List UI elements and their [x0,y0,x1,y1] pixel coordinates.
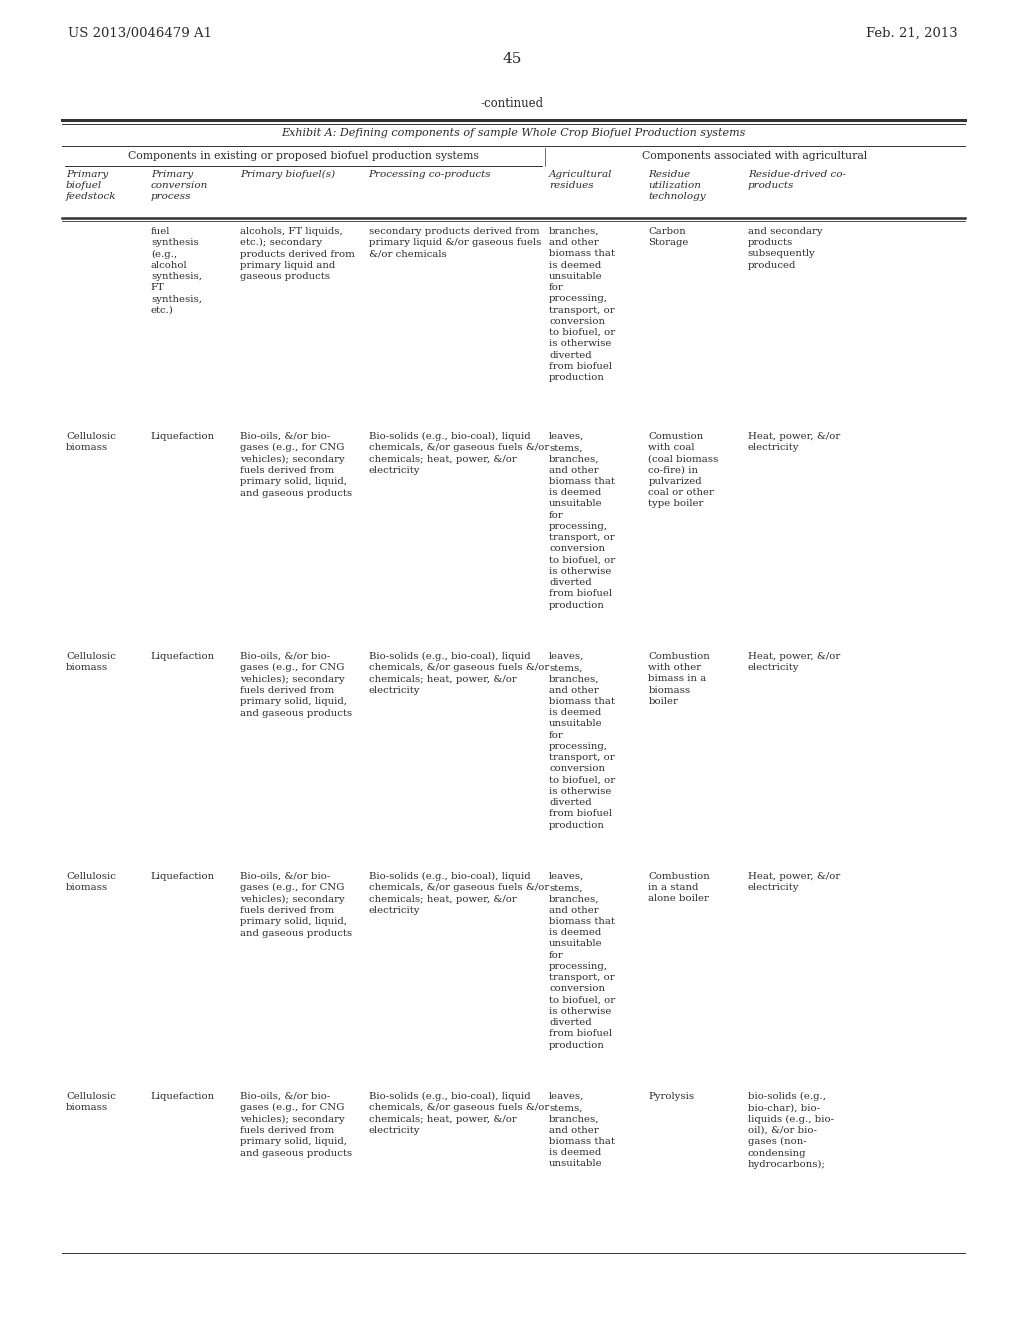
Text: Components associated with agricultural: Components associated with agricultural [642,150,867,161]
Text: Bio-oils, &/or bio-
gases (e.g., for CNG
vehicles); secondary
fuels derived from: Bio-oils, &/or bio- gases (e.g., for CNG… [241,652,352,718]
Text: -continued: -continued [480,96,544,110]
Text: Combustion
in a stand
alone boiler: Combustion in a stand alone boiler [648,873,711,903]
Text: Bio-solids (e.g., bio-coal), liquid
chemicals, &/or gaseous fuels &/or
chemicals: Bio-solids (e.g., bio-coal), liquid chem… [369,432,549,475]
Text: Primary biofuel(s): Primary biofuel(s) [241,170,336,180]
Text: leaves,
stems,
branches,
and other
biomass that
is deemed
unsuitable
for
process: leaves, stems, branches, and other bioma… [549,652,615,829]
Text: leaves,
stems,
branches,
and other
biomass that
is deemed
unsuitable: leaves, stems, branches, and other bioma… [549,1092,615,1168]
Text: Comustion
with coal
(coal biomass
co-fire) in
pulvarized
coal or other
type boil: Comustion with coal (coal biomass co-fir… [648,432,719,508]
Text: Cellulosic
biomass: Cellulosic biomass [66,652,116,672]
Text: Primary
biofuel
feedstock: Primary biofuel feedstock [66,170,117,201]
Text: branches,
and other
biomass that
is deemed
unsuitable
for
processing,
transport,: branches, and other biomass that is deem… [549,227,615,381]
Text: Cellulosic
biomass: Cellulosic biomass [66,1092,116,1113]
Text: Agricultural
residues: Agricultural residues [549,170,612,190]
Text: Carbon
Storage: Carbon Storage [648,227,689,247]
Text: Combustion
with other
bimass in a
biomass
boiler: Combustion with other bimass in a biomas… [648,652,711,706]
Text: Processing co-products: Processing co-products [369,170,492,180]
Text: Heat, power, &/or
electricity: Heat, power, &/or electricity [748,432,840,453]
Text: Liquefaction: Liquefaction [151,873,215,880]
Text: bio-solids (e.g.,
bio-char), bio-
liquids (e.g., bio-
oil), &/or bio-
gases (non: bio-solids (e.g., bio-char), bio- liquid… [748,1092,834,1170]
Text: alcohols, FT liquids,
etc.); secondary
products derived from
primary liquid and
: alcohols, FT liquids, etc.); secondary p… [241,227,355,281]
Text: Liquefaction: Liquefaction [151,652,215,661]
Text: Liquefaction: Liquefaction [151,1092,215,1101]
Text: Bio-solids (e.g., bio-coal), liquid
chemicals, &/or gaseous fuels &/or
chemicals: Bio-solids (e.g., bio-coal), liquid chem… [369,873,549,915]
Text: US 2013/0046479 A1: US 2013/0046479 A1 [68,26,212,40]
Text: Primary
conversion
process: Primary conversion process [151,170,208,201]
Text: Liquefaction: Liquefaction [151,432,215,441]
Text: Components in existing or proposed biofuel production systems: Components in existing or proposed biofu… [128,150,479,161]
Text: Bio-oils, &/or bio-
gases (e.g., for CNG
vehicles); secondary
fuels derived from: Bio-oils, &/or bio- gases (e.g., for CNG… [241,873,352,937]
Text: Feb. 21, 2013: Feb. 21, 2013 [866,26,958,40]
Text: leaves,
stems,
branches,
and other
biomass that
is deemed
unsuitable
for
process: leaves, stems, branches, and other bioma… [549,432,615,610]
Text: and secondary
products
subsequently
produced: and secondary products subsequently prod… [748,227,822,269]
Text: Heat, power, &/or
electricity: Heat, power, &/or electricity [748,873,840,892]
Text: Bio-oils, &/or bio-
gases (e.g., for CNG
vehicles); secondary
fuels derived from: Bio-oils, &/or bio- gases (e.g., for CNG… [241,432,352,498]
Text: Bio-solids (e.g., bio-coal), liquid
chemicals, &/or gaseous fuels &/or
chemicals: Bio-solids (e.g., bio-coal), liquid chem… [369,1092,549,1135]
Text: secondary products derived from
primary liquid &/or gaseous fuels
&/or chemicals: secondary products derived from primary … [369,227,541,259]
Text: Cellulosic
biomass: Cellulosic biomass [66,432,116,453]
Text: Pyrolysis: Pyrolysis [648,1092,694,1101]
Text: Bio-oils, &/or bio-
gases (e.g., for CNG
vehicles); secondary
fuels derived from: Bio-oils, &/or bio- gases (e.g., for CNG… [241,1092,352,1158]
Text: fuel
synthesis
(e.g.,
alcohol
synthesis,
FT
synthesis,
etc.): fuel synthesis (e.g., alcohol synthesis,… [151,227,202,315]
Text: Exhibit A: Defining components of sample Whole Crop Biofuel Production systems: Exhibit A: Defining components of sample… [282,128,745,139]
Text: Bio-solids (e.g., bio-coal), liquid
chemicals, &/or gaseous fuels &/or
chemicals: Bio-solids (e.g., bio-coal), liquid chem… [369,652,549,694]
Text: Cellulosic
biomass: Cellulosic biomass [66,873,116,892]
Text: Residue
utilization
technology: Residue utilization technology [648,170,707,201]
Text: Residue-drived co-
products: Residue-drived co- products [748,170,846,190]
Text: Heat, power, &/or
electricity: Heat, power, &/or electricity [748,652,840,672]
Text: leaves,
stems,
branches,
and other
biomass that
is deemed
unsuitable
for
process: leaves, stems, branches, and other bioma… [549,873,615,1049]
Text: 45: 45 [503,51,521,66]
